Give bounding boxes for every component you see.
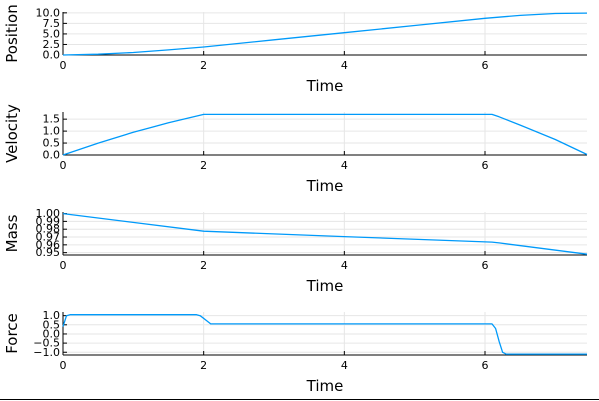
y-tick-label: 0.95 xyxy=(36,246,61,259)
x-tick-label: 2 xyxy=(200,59,207,72)
series-line-1 xyxy=(62,314,587,355)
x-tick-label: 4 xyxy=(341,259,348,272)
grid-lines xyxy=(62,12,587,56)
x-tick-label: 2 xyxy=(200,259,207,272)
x-tick-label: 0 xyxy=(60,159,67,172)
series-line-1 xyxy=(62,12,588,56)
y-tick-label: 1.0 xyxy=(43,309,61,322)
y-tick-label: 10.0 xyxy=(36,6,61,19)
x-axis-label: Time xyxy=(306,277,344,295)
x-tick-label: 6 xyxy=(482,159,489,172)
y-tick-label: 0.0 xyxy=(43,327,61,340)
y-tick-label: 0.5 xyxy=(43,137,61,150)
x-tick-label: 0 xyxy=(60,259,67,272)
grid-lines xyxy=(62,312,587,355)
x-tick-label: 4 xyxy=(341,359,348,372)
y-axis-label: Velocity xyxy=(3,104,21,163)
y-tick-label: 7.5 xyxy=(43,17,61,30)
y-tick-label: 0.97 xyxy=(36,231,61,244)
y-tick-label: 1.5 xyxy=(43,113,61,126)
y-tick-label: −1.0 xyxy=(33,346,60,359)
y-tick-label: 1.0 xyxy=(43,125,61,138)
y-axis-label: Position xyxy=(3,4,21,62)
x-tick-label: 4 xyxy=(341,59,348,72)
x-tick-label: 6 xyxy=(482,59,489,72)
y-tick-label: 0.0 xyxy=(43,149,61,162)
x-tick-label: 0 xyxy=(60,59,67,72)
x-tick-label: 0 xyxy=(60,359,67,372)
grid-lines xyxy=(62,112,587,156)
x-axis-label: Time xyxy=(306,177,344,195)
y-tick-label: 5.0 xyxy=(43,27,61,40)
series-line-1 xyxy=(62,212,588,255)
y-tick-label: 1.00 xyxy=(36,207,61,220)
grid-lines xyxy=(62,212,587,255)
x-axis-label: Time xyxy=(306,377,344,395)
y-tick-label: 0.5 xyxy=(43,318,61,331)
subplot-1: 0 2 4 6 0.02.55.07.510.0 Time Position xyxy=(3,4,588,95)
x-tick-label: 2 xyxy=(200,159,207,172)
x-tick-label: 2 xyxy=(200,359,207,372)
y-axis-label: Mass xyxy=(3,214,21,252)
series-line-1 xyxy=(62,113,588,156)
subplot-2: 0 2 4 6 0.00.51.01.5 Time Velocity xyxy=(3,104,588,195)
subplot-4: 0 2 4 6 −1.0−0.50.00.51.0 Time Force xyxy=(3,309,587,395)
x-tick-label: 4 xyxy=(341,159,348,172)
y-tick-label: −0.5 xyxy=(33,337,60,350)
y-axis-label: Force xyxy=(3,313,21,354)
y-tick-label: 2.5 xyxy=(43,38,61,51)
y-tick-label: 0.99 xyxy=(36,215,61,228)
y-tick-label: 0.96 xyxy=(36,238,61,251)
x-tick-label: 6 xyxy=(482,259,489,272)
subplot-3: 0 2 4 6 0.950.960.970.980.991.00 Time Mass xyxy=(3,207,588,295)
y-tick-label: 0.98 xyxy=(36,223,61,236)
x-tick-label: 6 xyxy=(482,359,489,372)
x-axis-label: Time xyxy=(306,77,344,95)
y-tick-label: 0.0 xyxy=(43,49,61,62)
